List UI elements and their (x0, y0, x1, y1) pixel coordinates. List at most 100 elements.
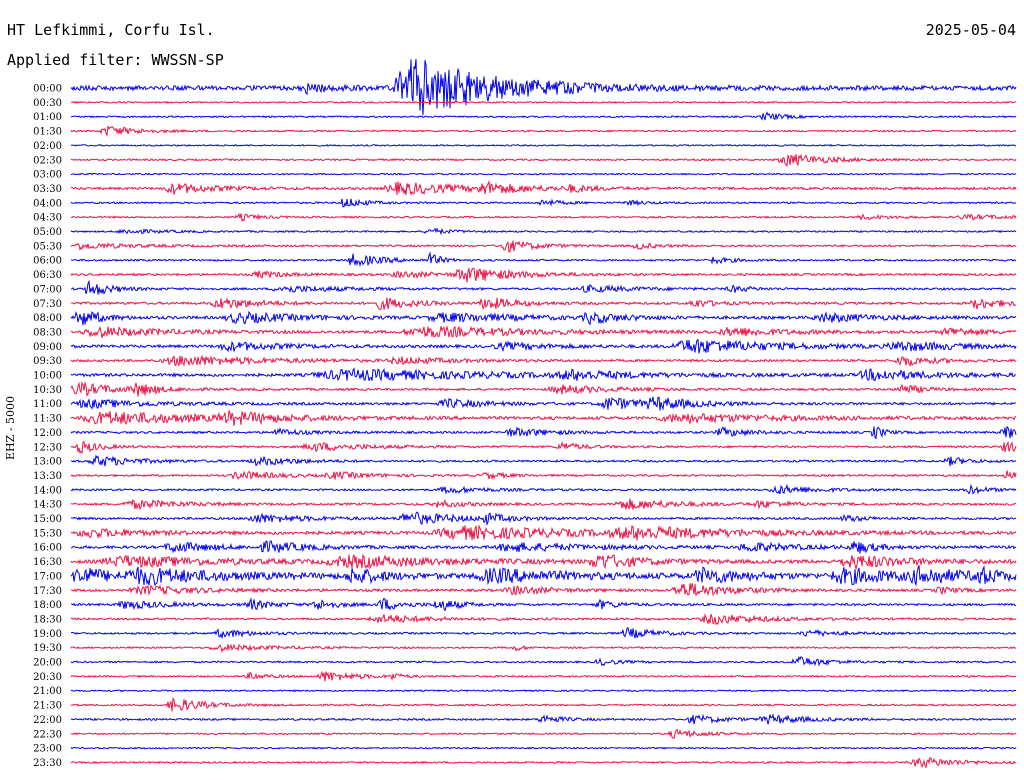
time-label: 19:00 (33, 629, 62, 640)
time-label: 06:30 (33, 270, 62, 281)
time-label: 18:30 (33, 614, 62, 625)
time-label: 00:00 (33, 84, 62, 95)
trace-line (70, 697, 1017, 712)
trace-line (70, 410, 1017, 426)
time-label: 02:00 (33, 141, 62, 152)
trace-line (70, 454, 1017, 467)
trace-line (70, 354, 1017, 368)
time-label: 12:00 (33, 428, 62, 439)
trace-line (70, 746, 1017, 750)
time-label: 09:00 (33, 342, 62, 353)
time-label: 09:30 (33, 356, 62, 367)
trace-line (70, 440, 1017, 455)
time-label: 10:30 (33, 385, 62, 396)
time-label: 21:00 (33, 686, 62, 697)
trace-line (70, 689, 1017, 693)
trace-line (70, 553, 1017, 571)
time-label: 01:30 (33, 127, 62, 138)
trace-line (70, 511, 1017, 527)
trace-line (70, 59, 1017, 116)
time-label: 15:00 (33, 514, 62, 525)
trace-line (70, 643, 1017, 653)
time-label: 12:30 (33, 442, 62, 453)
time-label: 19:30 (33, 643, 62, 654)
time-label: 13:00 (33, 457, 62, 468)
time-label: 23:30 (33, 758, 62, 769)
trace-line (70, 524, 1017, 541)
trace-line (70, 325, 1017, 338)
time-label: 04:00 (33, 198, 62, 209)
time-label: 08:30 (33, 327, 62, 338)
trace-line (70, 540, 1017, 554)
trace-line (70, 125, 1017, 138)
trace-line (70, 712, 1017, 725)
trace-line (70, 240, 1017, 253)
time-label: 11:30 (33, 414, 62, 425)
trace-line (70, 143, 1017, 147)
time-label: 10:00 (33, 371, 62, 382)
time-label: 22:30 (33, 729, 62, 740)
trace-line (70, 111, 1017, 121)
time-label: 16:00 (33, 543, 62, 554)
time-label: 14:30 (33, 500, 62, 511)
trace-line (70, 483, 1017, 495)
time-label: 02:30 (33, 155, 62, 166)
trace-line (70, 279, 1017, 295)
trace-line (70, 310, 1017, 326)
trace-line (70, 367, 1017, 382)
time-label: 06:00 (33, 256, 62, 267)
trace-line (70, 626, 1017, 639)
trace-line (70, 670, 1017, 682)
time-label: 15:30 (33, 528, 62, 539)
trace-line (70, 153, 1017, 168)
time-label: 18:00 (33, 600, 62, 611)
time-label: 03:00 (33, 170, 62, 181)
time-label: 07:30 (33, 299, 62, 310)
time-label: 11:00 (33, 399, 62, 410)
trace-line (70, 583, 1017, 597)
trace-line (70, 470, 1017, 481)
trace-line (70, 565, 1017, 587)
time-label: 21:30 (33, 701, 62, 712)
trace-line (70, 100, 1017, 104)
record-date: 2025-05-04 (925, 21, 1016, 39)
trace-line (70, 251, 1017, 268)
time-label: 23:00 (33, 744, 62, 755)
trace-line (70, 381, 1017, 397)
time-label: 03:30 (33, 184, 62, 195)
time-label: 05:00 (33, 227, 62, 238)
time-label: 00:30 (33, 98, 62, 109)
time-label: 04:30 (33, 213, 62, 224)
trace-line (70, 396, 1017, 411)
time-label: 17:00 (33, 571, 62, 582)
trace-line (70, 426, 1017, 440)
trace-line (70, 338, 1017, 354)
time-label: 05:30 (33, 241, 62, 252)
trace-line (70, 597, 1017, 612)
trace-line (70, 297, 1017, 310)
trace-line (70, 756, 1017, 769)
trace-line (70, 498, 1017, 511)
time-label: 14:00 (33, 485, 62, 496)
filter-label: Applied filter: WWSSN-SP (7, 51, 224, 69)
trace-line (70, 728, 1017, 739)
time-label: 08:00 (33, 313, 62, 324)
time-label: 01:00 (33, 112, 62, 123)
time-label: 07:00 (33, 284, 62, 295)
time-label: 13:30 (33, 471, 62, 482)
trace-line (70, 179, 1017, 196)
time-label: 16:30 (33, 557, 62, 568)
trace-line (70, 613, 1017, 626)
time-label: 22:00 (33, 715, 62, 726)
trace-line (70, 266, 1017, 283)
time-label: 17:30 (33, 586, 62, 597)
station-title: HT Lefkimmi, Corfu Isl. (7, 21, 215, 39)
trace-line (70, 212, 1017, 223)
trace-line (70, 655, 1017, 667)
trace-line (70, 172, 1017, 176)
time-label: 20:00 (33, 658, 62, 669)
trace-line (70, 198, 1017, 208)
trace-line (70, 227, 1017, 236)
